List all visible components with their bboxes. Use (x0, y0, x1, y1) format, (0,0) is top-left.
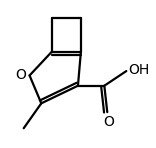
Text: O: O (15, 69, 26, 82)
Text: O: O (103, 115, 114, 129)
Text: OH: OH (129, 63, 150, 77)
